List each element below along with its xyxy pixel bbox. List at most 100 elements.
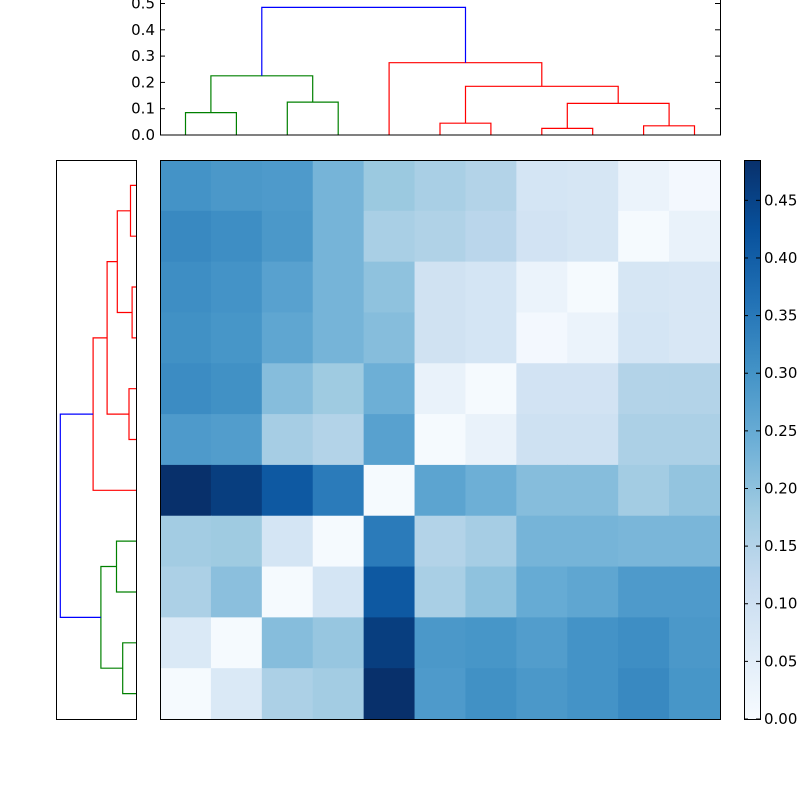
heatmap-cell-8-8 [567, 566, 619, 618]
heatmap-cell-5-4 [363, 414, 416, 466]
heatmap-cell-1-8 [567, 210, 619, 263]
heatmap-cell-2-3 [312, 261, 365, 314]
left-dendrogram-link-3 [128, 388, 136, 441]
heatmap-cell-10-2 [261, 668, 314, 720]
heatmap-cell-4-5 [414, 363, 467, 415]
heatmap-cell-10-7 [516, 668, 568, 720]
heatmap-cell-4-3 [312, 363, 365, 415]
top-dendrogram-ytick-label-5: 0.5 [131, 0, 155, 13]
left-dendrogram-link-9 [59, 413, 101, 619]
heatmap-cell-0-6 [465, 160, 517, 212]
heatmap-cell-8-10 [669, 566, 721, 618]
heatmap-cell-6-8 [567, 464, 619, 517]
heatmap-cell-1-6 [465, 210, 517, 263]
heatmap-cell-3-0 [160, 312, 212, 364]
colorbar-tick-label-9: 0.45 [764, 191, 797, 209]
heatmap-cell-0-0 [160, 160, 212, 212]
heatmap-cell-2-0 [160, 261, 212, 314]
heatmap-cell-5-3 [312, 414, 365, 466]
heatmap-cell-4-10 [669, 363, 721, 415]
top-dendrogram-ytick-label-3: 0.3 [131, 47, 155, 65]
heatmap-cell-6-9 [618, 464, 670, 517]
heatmap-cell-0-3 [312, 160, 365, 212]
heatmap-cell-1-7 [516, 210, 568, 263]
heatmap-cell-9-1 [210, 617, 263, 669]
heatmap-cell-10-5 [414, 668, 467, 720]
heatmap-cell-1-3 [312, 210, 365, 263]
heatmap-cell-9-8 [567, 617, 619, 669]
heatmap-cell-6-1 [210, 464, 263, 517]
heatmap-cell-8-5 [414, 566, 467, 618]
heatmap-cell-3-8 [567, 312, 619, 364]
top-dendrogram-link-6 [566, 102, 670, 129]
heatmap-cell-10-9 [618, 668, 670, 720]
heatmap-cell-2-9 [618, 261, 670, 314]
heatmap-cell-6-2 [261, 464, 314, 517]
heatmap-cell-2-5 [414, 261, 467, 314]
left-dendrogram-frame [56, 160, 137, 720]
colorbar-tick-label-4: 0.20 [764, 479, 797, 497]
colorbar-tick-label-3: 0.15 [764, 537, 797, 555]
heatmap-cell-10-4 [363, 668, 416, 720]
heatmap-cell-9-9 [618, 617, 670, 669]
heatmap-cell-5-1 [210, 414, 263, 466]
heatmap-cell-5-2 [261, 414, 314, 466]
heatmap-cell-4-7 [516, 363, 568, 415]
top-dendrogram-link-9 [261, 6, 467, 76]
heatmap-cell-4-4 [363, 363, 416, 415]
colorbar-tick-label-7: 0.35 [764, 307, 797, 325]
heatmap-cell-4-1 [210, 363, 263, 415]
heatmap-cell-8-3 [312, 566, 365, 618]
heatmap-cell-2-10 [669, 261, 721, 314]
heatmap-cell-7-10 [669, 515, 721, 568]
heatmap-cell-6-5 [414, 464, 467, 517]
heatmap-cell-6-0 [160, 464, 212, 517]
heatmap-cell-0-2 [261, 160, 314, 212]
left-dendrogram-link-2 [100, 565, 123, 669]
heatmap-cell-7-2 [261, 515, 314, 568]
colorbar-frame [744, 160, 761, 720]
heatmap-cell-3-3 [312, 312, 365, 364]
heatmap-cell-3-9 [618, 312, 670, 364]
left-dendrogram-link-6 [116, 210, 133, 314]
heatmap-cell-5-6 [465, 414, 517, 466]
top-dendrogram: 0.0 0.1 0.2 0.3 0.4 0.5 [131, 0, 721, 144]
heatmap-cell-0-9 [618, 160, 670, 212]
heatmap-cell-9-6 [465, 617, 517, 669]
left-dendrogram-link-7 [106, 261, 129, 415]
heatmap-cell-5-5 [414, 414, 467, 466]
heatmap-cell-6-10 [669, 464, 721, 517]
heatmap-cell-7-7 [516, 515, 568, 568]
heatmap-cell-0-10 [669, 160, 721, 212]
heatmap-cell-1-5 [414, 210, 467, 263]
heatmap-cell-9-7 [516, 617, 568, 669]
heatmap-cell-0-5 [414, 160, 467, 212]
heatmap-cell-6-7 [516, 464, 568, 517]
heatmap-frame [160, 160, 721, 720]
heatmap-cell-8-6 [465, 566, 517, 618]
colorbar: 0.00 0.05 0.10 0.15 0.20 0.25 0.30 0.35 0.40 0.45 [744, 160, 797, 728]
colorbar-tick-label-5: 0.25 [764, 422, 797, 440]
heatmap-cell-6-3 [312, 464, 365, 517]
heatmap-cell-3-10 [669, 312, 721, 364]
heatmap-cell-6-6 [465, 464, 517, 517]
heatmap-cell-1-2 [261, 210, 314, 263]
heatmap-cell-8-0 [160, 566, 212, 618]
top-dendrogram-link-0 [184, 111, 237, 135]
heatmap-cell-7-5 [414, 515, 467, 568]
heatmap-cell-3-7 [516, 312, 568, 364]
heatmap-cell-6-4 [363, 464, 416, 517]
heatmap-cell-2-8 [567, 261, 619, 314]
top-dendrogram-link-2 [210, 75, 314, 113]
heatmap-cell-5-10 [669, 414, 721, 466]
top-dendrogram-ytick-label-1: 0.1 [131, 100, 155, 118]
heatmap-cell-4-2 [261, 363, 314, 415]
left-dendrogram-link-1 [115, 540, 136, 593]
top-dendrogram-link-1 [286, 101, 339, 135]
top-dendrogram-link-3 [439, 122, 492, 135]
heatmap-cell-5-8 [567, 414, 619, 466]
colorbar-tick-label-2: 0.10 [764, 595, 797, 613]
heatmap-cell-8-4 [363, 566, 416, 618]
heatmap-cell-10-6 [465, 668, 517, 720]
